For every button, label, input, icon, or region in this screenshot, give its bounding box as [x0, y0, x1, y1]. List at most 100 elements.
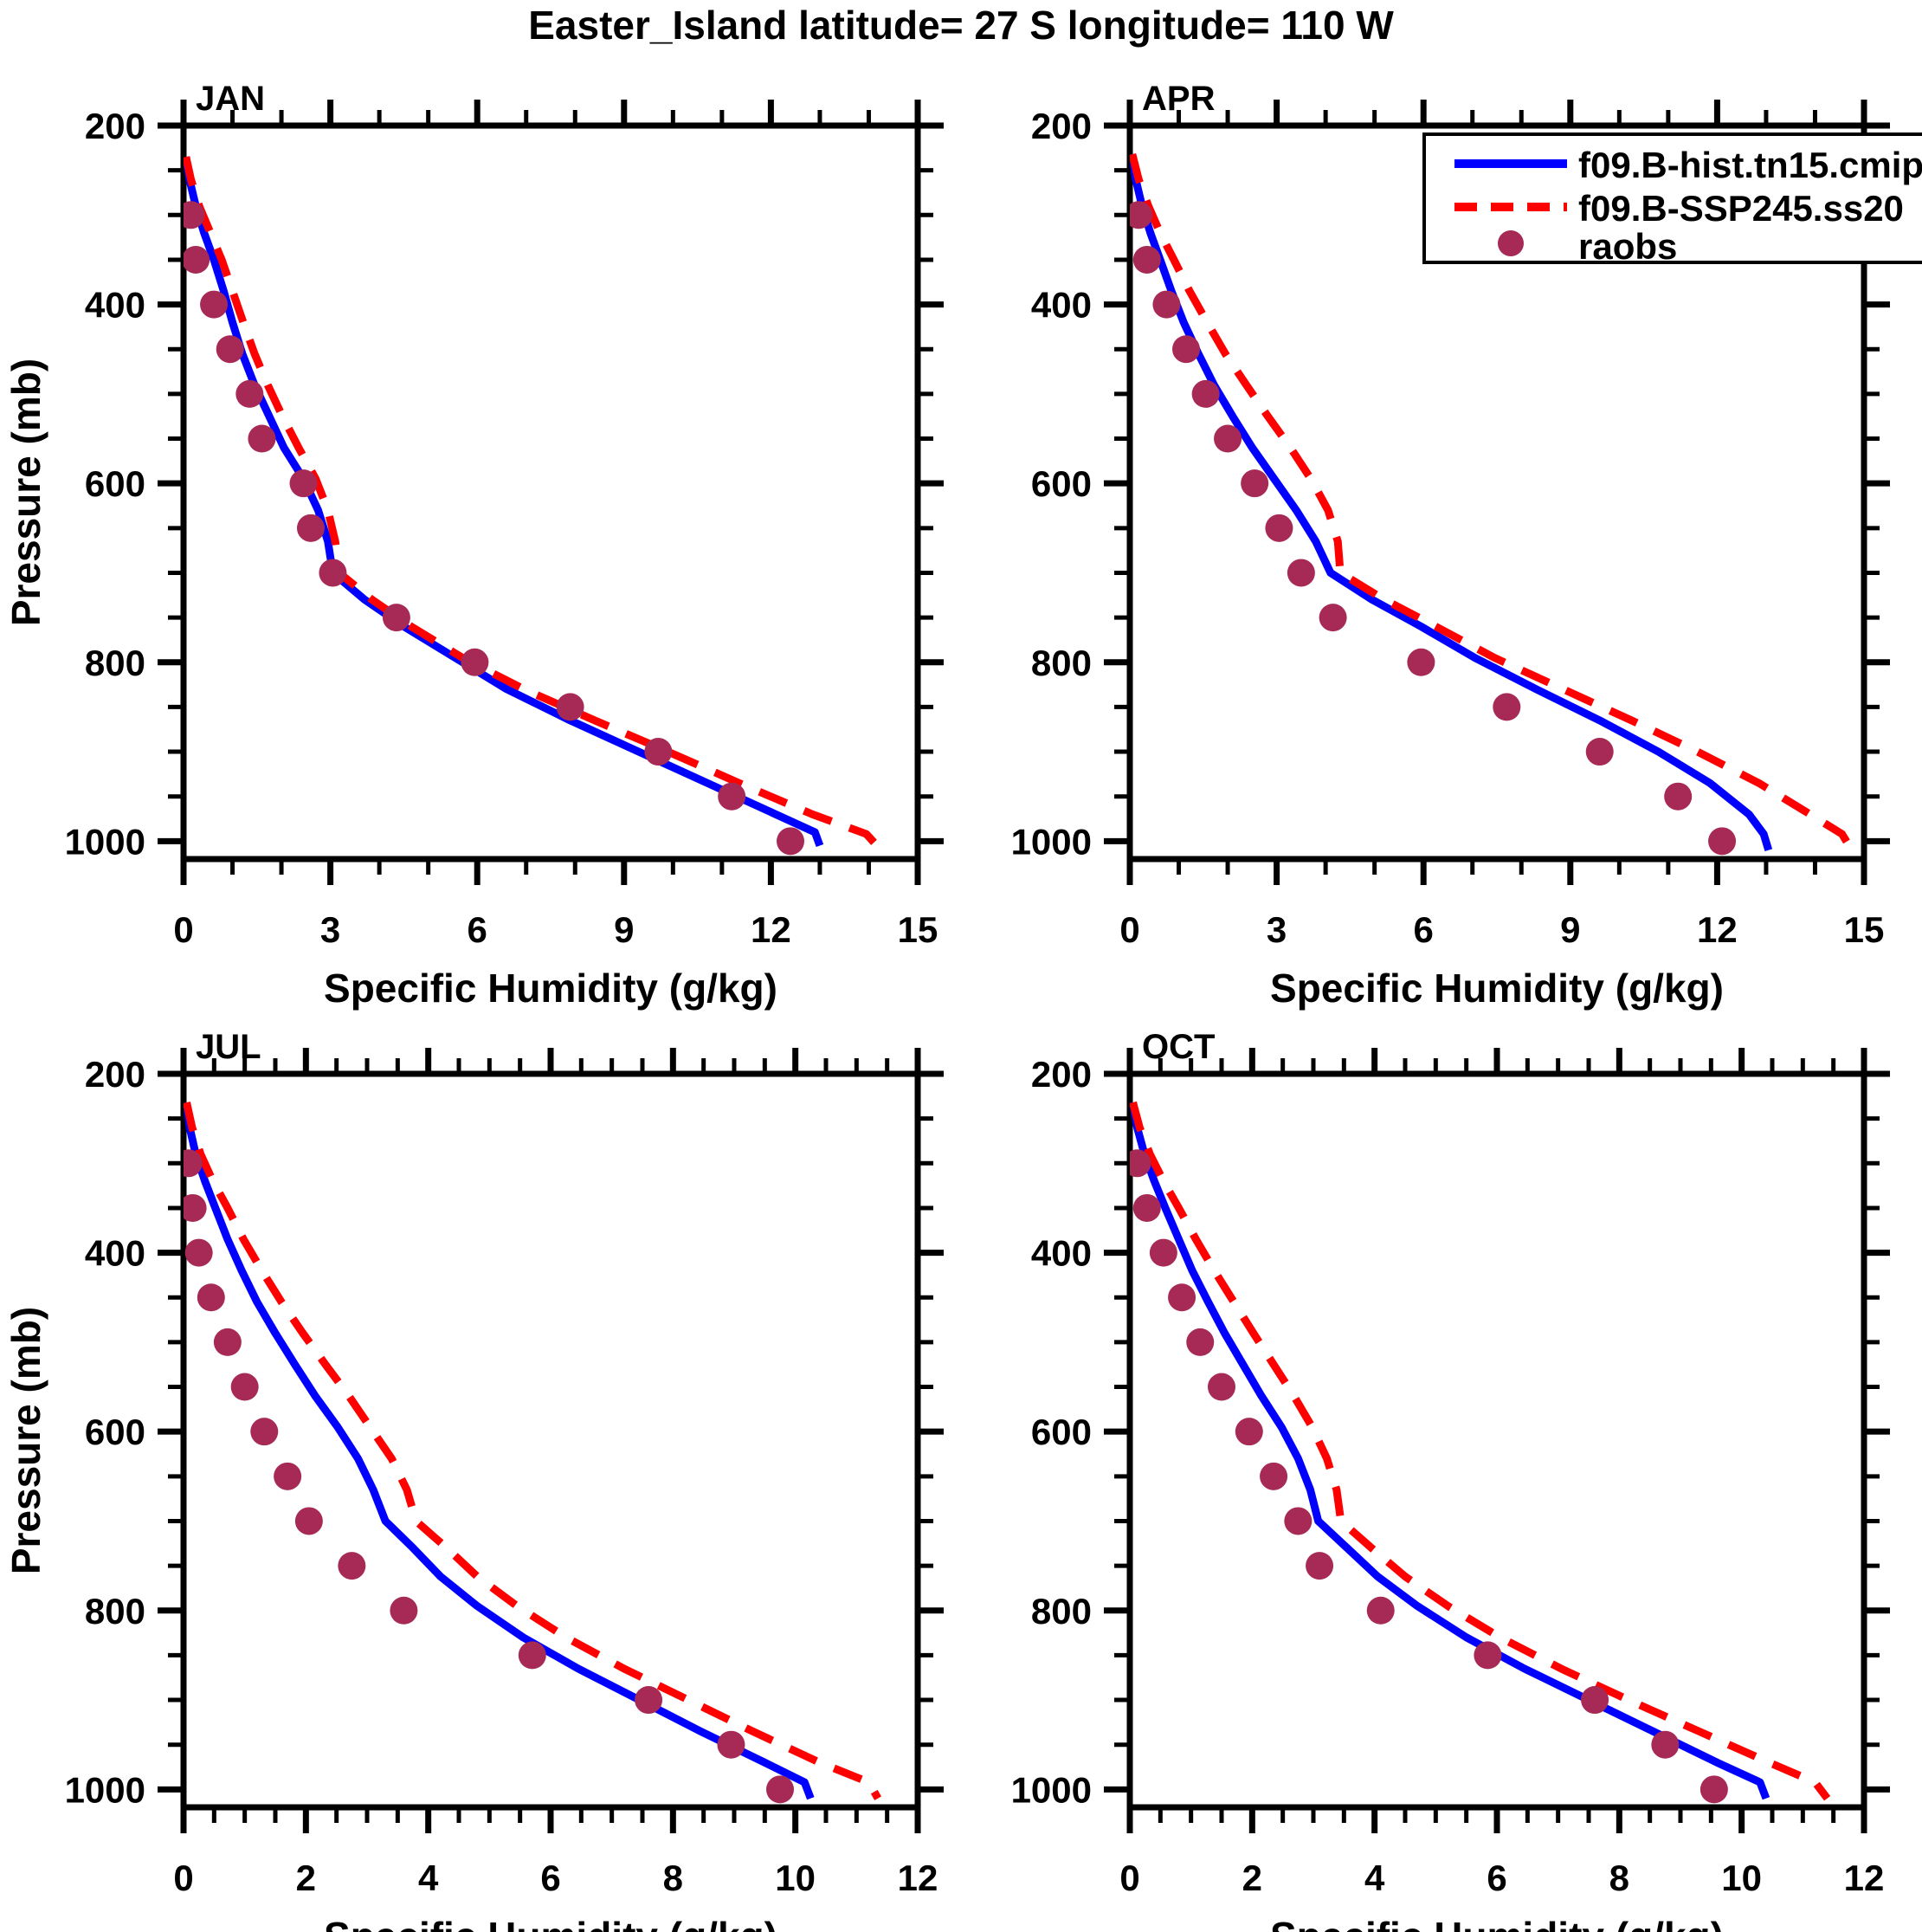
raobs-marker	[1208, 1373, 1235, 1401]
x-axis-title: Specific Humidity (g/kg)	[1270, 966, 1724, 1011]
y-tick-label: 800	[1031, 1591, 1092, 1632]
x-tick-label: 6	[1414, 909, 1434, 950]
raobs-marker	[1708, 827, 1737, 856]
series-group	[184, 156, 884, 856]
raobs-marker	[250, 1418, 279, 1446]
x-tick-label: 0	[173, 909, 193, 950]
legend-label: raobs	[1578, 226, 1677, 267]
axis-ticks	[158, 1048, 944, 1833]
series-group	[1130, 152, 1855, 856]
raobs-marker	[230, 1373, 259, 1401]
raobs-marker	[635, 1686, 663, 1715]
x-tick-label: 2	[296, 1858, 316, 1898]
x-tick-label: 10	[775, 1858, 816, 1898]
panel-label-oct: OCT	[1142, 1028, 1215, 1066]
raobs-marker	[1132, 1193, 1161, 1222]
panel-label-apr: APR	[1142, 80, 1216, 118]
x-axis-title: Specific Humidity (g/kg)	[1270, 1914, 1724, 1932]
raobs-marker	[1241, 469, 1269, 498]
series-group	[1130, 1101, 1831, 1804]
panel-label-jul: JUL	[196, 1028, 261, 1066]
y-tick-label: 400	[1031, 285, 1092, 326]
x-axis-title: Specific Humidity (g/kg)	[324, 966, 777, 1011]
y-tick-label: 800	[85, 1591, 145, 1632]
x-tick-label: 6	[540, 1858, 560, 1898]
raobs-marker	[1260, 1462, 1288, 1490]
raobs-marker	[1168, 1283, 1196, 1312]
x-tick-label: 2	[1242, 1858, 1262, 1898]
figure-title: Easter_Island latitude= 27 S longitude= …	[528, 3, 1394, 48]
series-line-hist	[184, 156, 824, 848]
x-tick-label: 8	[663, 1858, 683, 1898]
raobs-marker	[338, 1552, 366, 1580]
raobs-marker	[184, 1193, 207, 1222]
legend-entry-raobs[interactable]: raobs	[1498, 226, 1677, 267]
raobs-marker	[1214, 424, 1242, 453]
legend-label: f09.B-SSP245.ss20	[1578, 188, 1904, 229]
axis-ticks	[158, 100, 944, 885]
raobs-marker	[289, 469, 318, 498]
raobs-marker	[294, 1507, 323, 1535]
panel-oct: 200 400 600 800 1000 0 2 4 6 8 10 12 Specific Humidi…	[1011, 1028, 1890, 1932]
x-tick-label: 0	[1119, 1858, 1139, 1898]
raobs-marker	[766, 1775, 794, 1804]
raobs-marker	[382, 604, 410, 632]
raobs-marker	[1191, 379, 1220, 408]
raobs-marker	[1407, 648, 1435, 676]
raobs-marker	[644, 738, 673, 766]
x-tick-label: 9	[1560, 909, 1580, 950]
raobs-marker	[1186, 1328, 1215, 1356]
y-tick-label: 200	[1031, 106, 1092, 146]
legend-swatch-marker-dot	[1498, 230, 1524, 256]
raobs-marker	[717, 1730, 745, 1759]
raobs-marker	[200, 290, 229, 319]
raobs-marker	[1493, 693, 1521, 721]
raobs-marker	[556, 693, 584, 721]
x-tick-label: 12	[898, 1858, 938, 1898]
series-group	[184, 1102, 881, 1804]
panel-frame	[180, 122, 921, 863]
panel-jul: 200 400 600 800 1000 0 2 4 6 8 10 12 Specific Humidi…	[3, 1028, 944, 1932]
raobs-marker	[1284, 1507, 1313, 1535]
raobs-marker	[1585, 738, 1614, 766]
series-line-ssp245	[184, 156, 884, 853]
series-line-ssp245	[1130, 1101, 1831, 1801]
raobs-marker	[1306, 1552, 1334, 1580]
raobs-marker	[248, 424, 276, 453]
raobs-marker	[390, 1596, 418, 1625]
panel-jan: 200 400 600 800 1000 0 3 6 9 12 15 Specific Humidit…	[3, 80, 944, 1011]
raobs-marker	[184, 1238, 213, 1267]
x-tick-label: 3	[320, 909, 340, 950]
raobs-marker	[1287, 559, 1315, 587]
raobs-marker	[1149, 1238, 1177, 1267]
series-line-ssp245	[184, 1102, 881, 1800]
legend-entry-ssp245[interactable]: f09.B-SSP245.ss20	[1454, 188, 1904, 229]
chart-legend[interactable]: f09.B-hist.tn15.cmip6f09.B-SSP245.ss20ra…	[1422, 132, 1922, 267]
raobs-marker	[296, 514, 325, 542]
raobs-marker	[197, 1283, 225, 1312]
y-tick-label: 800	[85, 643, 145, 683]
raobs-marker	[1319, 604, 1347, 632]
y-tick-label: 200	[1031, 1054, 1092, 1095]
x-tick-label: 12	[1697, 909, 1738, 950]
x-tick-label: 4	[418, 1858, 439, 1898]
y-tick-label: 1000	[65, 821, 145, 862]
raobs-marker	[1699, 1775, 1728, 1804]
raobs-marker	[1366, 1596, 1395, 1625]
raobs-marker	[1265, 514, 1293, 542]
x-tick-label: 8	[1609, 1858, 1629, 1898]
y-tick-label: 1000	[1011, 1769, 1092, 1810]
x-tick-label: 6	[468, 909, 487, 950]
y-tick-label: 1000	[1011, 821, 1092, 862]
panel-frame	[1126, 122, 1867, 863]
x-tick-label: 10	[1721, 1858, 1762, 1898]
legend-entry-hist[interactable]: f09.B-hist.tn15.cmip6	[1454, 145, 1922, 185]
axis-ticks	[1104, 1048, 1890, 1833]
y-tick-label: 200	[85, 106, 145, 146]
y-tick-label: 1000	[65, 1769, 145, 1810]
x-tick-label: 15	[1844, 909, 1885, 950]
raobs-marker	[235, 379, 264, 408]
y-tick-label: 600	[85, 1412, 145, 1452]
raobs-marker	[1132, 245, 1161, 274]
